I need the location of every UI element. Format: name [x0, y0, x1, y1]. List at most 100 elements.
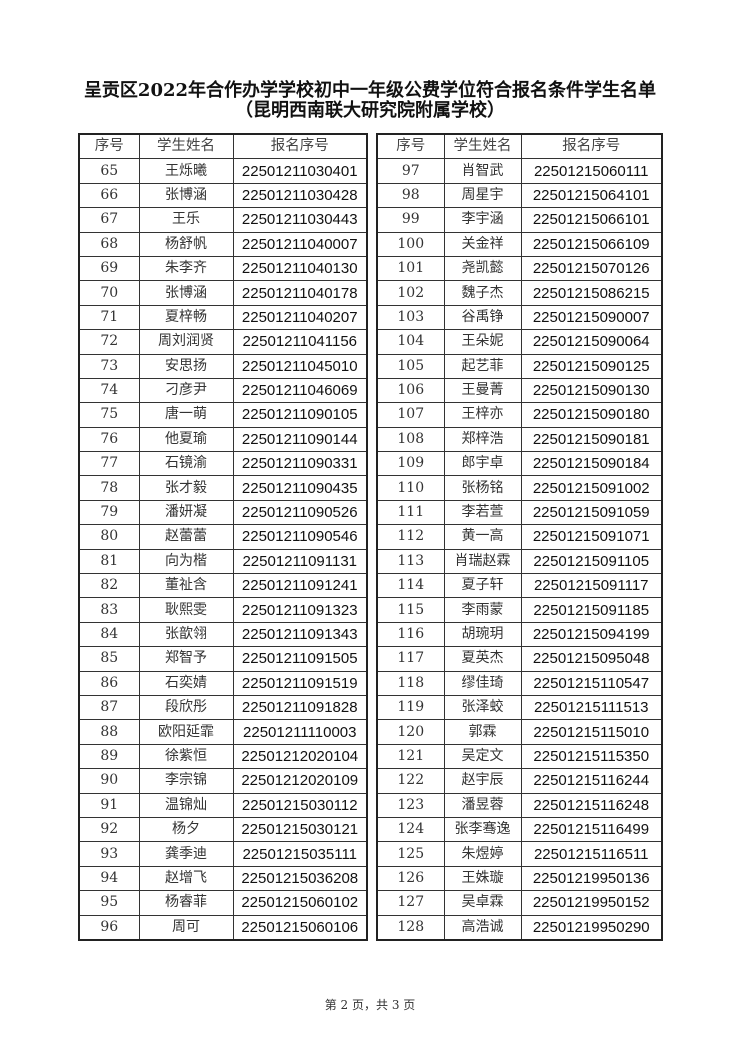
- cell-seq: 84: [78, 621, 140, 648]
- cell-reg-no: 22501211090105: [232, 402, 368, 428]
- cell-student-name: 郑梓浩: [443, 426, 522, 453]
- cell-seq: 122: [376, 768, 445, 794]
- cell-seq: 95: [78, 890, 140, 916]
- table-row: 101 尧凯懿 22501215070126: [376, 255, 663, 282]
- table-row: 75 唐一萌 22501211090105: [78, 402, 368, 428]
- table-row: 103 谷禹铮 22501215090007: [376, 304, 663, 331]
- cell-seq: 118: [376, 670, 445, 696]
- table-row: 111 李若萱 22501215091059: [376, 499, 663, 526]
- cell-student-name: 缪佳琦: [443, 670, 522, 696]
- cell-student-name: 吴卓霖: [443, 890, 522, 916]
- cell-student-name: 杨舒帆: [138, 231, 234, 257]
- cell-student-name: 王曼菁: [443, 377, 522, 404]
- cell-student-name: 董祉含: [138, 573, 234, 599]
- table-row: 87 段欣彤 22501211091828: [78, 694, 368, 721]
- table-row: 126 王姝璇 22501219950136: [376, 865, 663, 892]
- table-row: 105 起艺菲 22501215090125: [376, 353, 663, 379]
- cell-reg-no: 22501215086215: [520, 280, 663, 306]
- cell-student-name: 夏英杰: [443, 646, 522, 672]
- table-row: 123 潘昱蓉 22501215116248: [376, 792, 663, 818]
- cell-seq: 100: [376, 231, 445, 257]
- cell-student-name: 徐紫恒: [138, 743, 234, 770]
- cell-student-name: 刁彦尹: [138, 377, 234, 404]
- table-row: 110 张杨铭 22501215091002: [376, 475, 663, 501]
- cell-student-name: 郑智予: [138, 646, 234, 672]
- header-reg-no: 报名序号: [520, 133, 663, 160]
- cell-seq: 117: [376, 646, 445, 672]
- cell-student-name: 张博涵: [138, 182, 234, 209]
- cell-reg-no: 22501215090180: [520, 402, 663, 428]
- table-row: 112 黄一高 22501215091071: [376, 524, 663, 550]
- cell-reg-no: 22501211040130: [232, 255, 368, 282]
- cell-student-name: 杨睿菲: [138, 890, 234, 916]
- table-row: 117 夏英杰 22501215095048: [376, 646, 663, 672]
- cell-seq: 92: [78, 816, 140, 843]
- cell-reg-no: 22501215090125: [520, 353, 663, 379]
- table-row: 98 周星宇 22501215064101: [376, 182, 663, 209]
- cell-seq: 94: [78, 865, 140, 892]
- cell-seq: 108: [376, 426, 445, 453]
- table-row: 94 赵增飞 22501215036208: [78, 865, 368, 892]
- cell-reg-no: 22501219950290: [520, 914, 663, 941]
- cell-seq: 89: [78, 743, 140, 770]
- cell-reg-no: 22501215030112: [232, 792, 368, 818]
- cell-seq: 110: [376, 475, 445, 501]
- cell-seq: 67: [78, 207, 140, 233]
- table-row: 96 周可 22501215060106: [78, 914, 368, 941]
- cell-student-name: 赵宇辰: [443, 768, 522, 794]
- cell-reg-no: 22501211040178: [232, 280, 368, 306]
- cell-seq: 83: [78, 597, 140, 623]
- cell-seq: 90: [78, 768, 140, 794]
- table-row: 84 张歆翎 22501211091343: [78, 621, 368, 648]
- cell-student-name: 肖瑞赵霖: [443, 548, 522, 575]
- cell-reg-no: 22501215090184: [520, 451, 663, 477]
- cell-seq: 75: [78, 402, 140, 428]
- cell-seq: 68: [78, 231, 140, 257]
- cell-seq: 103: [376, 304, 445, 331]
- table-row: 81 向为楷 22501211091131: [78, 548, 368, 575]
- table-row: 95 杨睿菲 22501215060102: [78, 890, 368, 916]
- cell-student-name: 段欣彤: [138, 694, 234, 721]
- cell-reg-no: 22501215116248: [520, 792, 663, 818]
- cell-student-name: 潘昱蓉: [443, 792, 522, 818]
- cell-seq: 114: [376, 573, 445, 599]
- cell-seq: 106: [376, 377, 445, 404]
- cell-reg-no: 22501215091059: [520, 499, 663, 526]
- table-row: 88 欧阳延霏 22501211110003: [78, 719, 368, 745]
- cell-reg-no: 22501211091828: [232, 694, 368, 721]
- cell-seq: 127: [376, 890, 445, 916]
- table-row: 100 关金祥 22501215066109: [376, 231, 663, 257]
- cell-student-name: 欧阳延霏: [138, 719, 234, 745]
- table-row: 91 温锦灿 22501215030112: [78, 792, 368, 818]
- cell-student-name: 向为楷: [138, 548, 234, 575]
- cell-seq: 76: [78, 426, 140, 453]
- cell-reg-no: 22501211040207: [232, 304, 368, 331]
- table-row: 120 郭霖 22501215115010: [376, 719, 663, 745]
- cell-student-name: 张杨铭: [443, 475, 522, 501]
- cell-student-name: 耿熙雯: [138, 597, 234, 623]
- cell-reg-no: 22501215066109: [520, 231, 663, 257]
- cell-student-name: 李宗锦: [138, 768, 234, 794]
- cell-student-name: 张泽蛟: [443, 694, 522, 721]
- cell-reg-no: 22501215030121: [232, 816, 368, 843]
- cell-student-name: 安思扬: [138, 353, 234, 379]
- cell-student-name: 谷禹铮: [443, 304, 522, 331]
- cell-student-name: 李宇涵: [443, 207, 522, 233]
- cell-seq: 99: [376, 207, 445, 233]
- cell-reg-no: 22501215091002: [520, 475, 663, 501]
- cell-reg-no: 22501215116499: [520, 816, 663, 843]
- table-row: 77 石镜渝 22501211090331: [78, 451, 368, 477]
- cell-student-name: 起艺菲: [443, 353, 522, 379]
- cell-reg-no: 22501211090526: [232, 499, 368, 526]
- table-row: 67 王乐 22501211030443: [78, 207, 368, 233]
- table-row: 89 徐紫恒 22501212020104: [78, 743, 368, 770]
- cell-student-name: 郭霖: [443, 719, 522, 745]
- cell-reg-no: 22501215090181: [520, 426, 663, 453]
- table-row: 108 郑梓浩 22501215090181: [376, 426, 663, 453]
- cell-student-name: 张李骞逸: [443, 816, 522, 843]
- cell-seq: 74: [78, 377, 140, 404]
- table-row: 79 潘妍凝 22501211090526: [78, 499, 368, 526]
- cell-reg-no: 22501211045010: [232, 353, 368, 379]
- cell-seq: 66: [78, 182, 140, 209]
- cell-student-name: 温锦灿: [138, 792, 234, 818]
